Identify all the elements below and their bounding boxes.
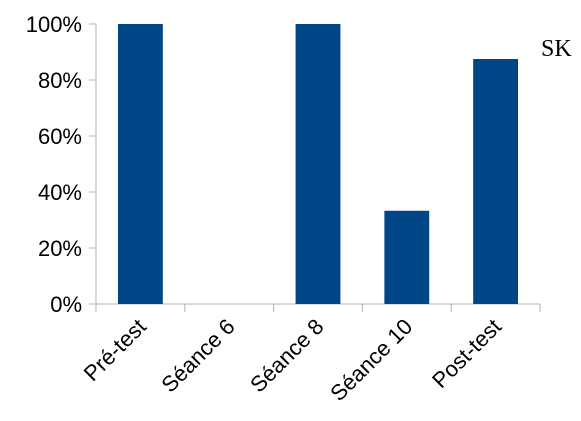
x-tick-label: Séance 6 <box>156 314 239 397</box>
y-tick-label: 40% <box>38 180 82 205</box>
bar <box>384 210 430 304</box>
y-tick-label: 100% <box>26 12 82 37</box>
x-tick-label: Séance 8 <box>245 314 328 397</box>
bar <box>117 24 163 304</box>
bar <box>473 59 519 304</box>
y-tick-label: 0% <box>50 292 82 317</box>
y-tick-label: 20% <box>38 236 82 261</box>
annotation-label: SK <box>541 36 572 62</box>
y-tick-label: 60% <box>38 124 82 149</box>
bar <box>295 24 341 304</box>
bars <box>117 24 519 304</box>
x-tick-label: Post-test <box>427 314 506 393</box>
y-tick-label: 80% <box>38 68 82 93</box>
y-axis: 0% 20% 40% 60% 80% 100% <box>26 12 97 317</box>
x-tick-label: Séance 10 <box>325 314 417 406</box>
x-axis <box>95 303 541 312</box>
x-tick-label: Pré-test <box>79 314 151 386</box>
